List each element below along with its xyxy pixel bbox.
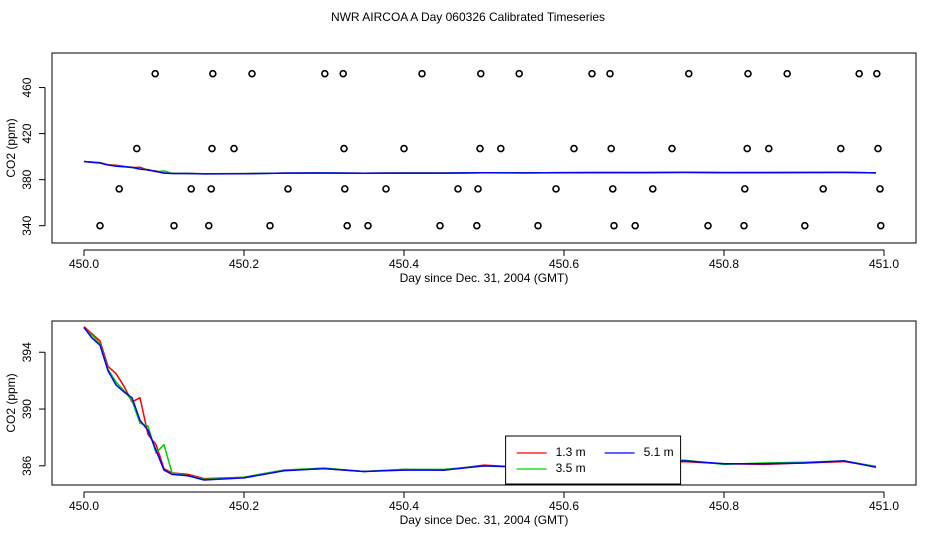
data-point [96, 221, 104, 230]
data-point [668, 144, 676, 153]
y-tick-label: 386 [20, 455, 34, 475]
x-tick-label: 450.6 [549, 499, 579, 513]
x-tick-label: 450.6 [549, 257, 579, 271]
y-tick-label: 390 [20, 399, 34, 419]
legend-box [505, 435, 682, 485]
data-point [631, 221, 640, 230]
data-point [744, 69, 752, 78]
x-tick-label: 450.4 [389, 499, 419, 513]
x-tick-label: 451.0 [869, 257, 899, 271]
data-point [209, 69, 217, 78]
data-point [340, 144, 348, 153]
data-point [606, 69, 614, 78]
x-tick-label: 450.2 [229, 499, 259, 513]
data-point [874, 144, 882, 153]
y-tick-label: 340 [20, 215, 34, 235]
data-point [534, 221, 542, 230]
data-point [436, 221, 444, 230]
y-axis-title: CO2 (ppm) [4, 373, 18, 432]
y-tick-label: 380 [20, 169, 34, 189]
data-point [740, 221, 748, 230]
data-point [266, 221, 274, 230]
data-point [418, 69, 426, 78]
data-point [855, 69, 864, 78]
data-point [284, 185, 292, 193]
data-point [684, 69, 693, 78]
data-point [608, 185, 617, 193]
data-point [836, 144, 845, 153]
x-tick-label: 450.0 [69, 257, 99, 271]
y-tick-label: 420 [20, 123, 34, 143]
data-point [340, 185, 349, 193]
data-point [819, 185, 828, 193]
y-tick-label: 394 [20, 342, 34, 362]
data-point [248, 69, 256, 78]
data-point [610, 221, 618, 230]
data-point [364, 221, 372, 230]
data-point [339, 69, 348, 78]
x-tick-label: 450.2 [229, 257, 259, 271]
x-axis-title: Day since Dec. 31, 2004 (GMT) [400, 271, 569, 285]
plot-frame [51, 52, 917, 244]
data-point [170, 221, 178, 230]
data-line [83, 326, 877, 480]
data-point [496, 144, 505, 153]
data-point [515, 69, 524, 78]
data-point [474, 185, 482, 193]
data-point [400, 144, 408, 153]
legend-label: 1.3 m [556, 445, 586, 459]
data-point [876, 221, 885, 230]
data-point [876, 185, 884, 193]
data-point [230, 144, 238, 153]
data-point [764, 144, 773, 153]
data-line [83, 326, 877, 481]
data-point [382, 185, 390, 193]
data-point [588, 69, 596, 78]
data-point [800, 221, 809, 230]
page-title: NWR AIRCOA A Day 060326 Calibrated Times… [331, 10, 605, 24]
data-point [207, 185, 215, 193]
data-point [872, 69, 881, 78]
data-point [187, 185, 195, 193]
x-tick-label: 450.8 [709, 257, 739, 271]
data-point [648, 185, 657, 193]
x-tick-label: 450.4 [389, 257, 419, 271]
x-tick-label: 450.0 [69, 499, 99, 513]
data-point [133, 144, 141, 153]
data-point [783, 69, 792, 78]
y-tick-label: 460 [20, 77, 34, 97]
x-axis-title: Day since Dec. 31, 2004 (GMT) [400, 513, 569, 527]
data-point [472, 221, 481, 230]
plot-frame [51, 320, 917, 486]
data-point [343, 221, 352, 230]
data-point [208, 144, 216, 153]
legend-label: 3.5 m [556, 461, 586, 475]
data-line [83, 327, 877, 481]
data-point [320, 69, 329, 78]
data-point [205, 221, 213, 230]
data-point [552, 185, 560, 193]
data-point [454, 185, 462, 193]
legend-label: 5.1 m [644, 445, 674, 459]
x-tick-label: 450.8 [709, 499, 739, 513]
data-line [83, 160, 877, 175]
data-point [476, 69, 485, 78]
data-point [743, 144, 752, 153]
data-point [740, 185, 749, 193]
data-point [151, 69, 159, 78]
data-point [476, 144, 484, 153]
y-axis-title: CO2 (ppm) [4, 118, 18, 177]
data-point [570, 144, 578, 153]
data-point [704, 221, 712, 230]
data-point [115, 185, 123, 193]
x-tick-label: 451.0 [869, 499, 899, 513]
data-point [607, 144, 616, 153]
